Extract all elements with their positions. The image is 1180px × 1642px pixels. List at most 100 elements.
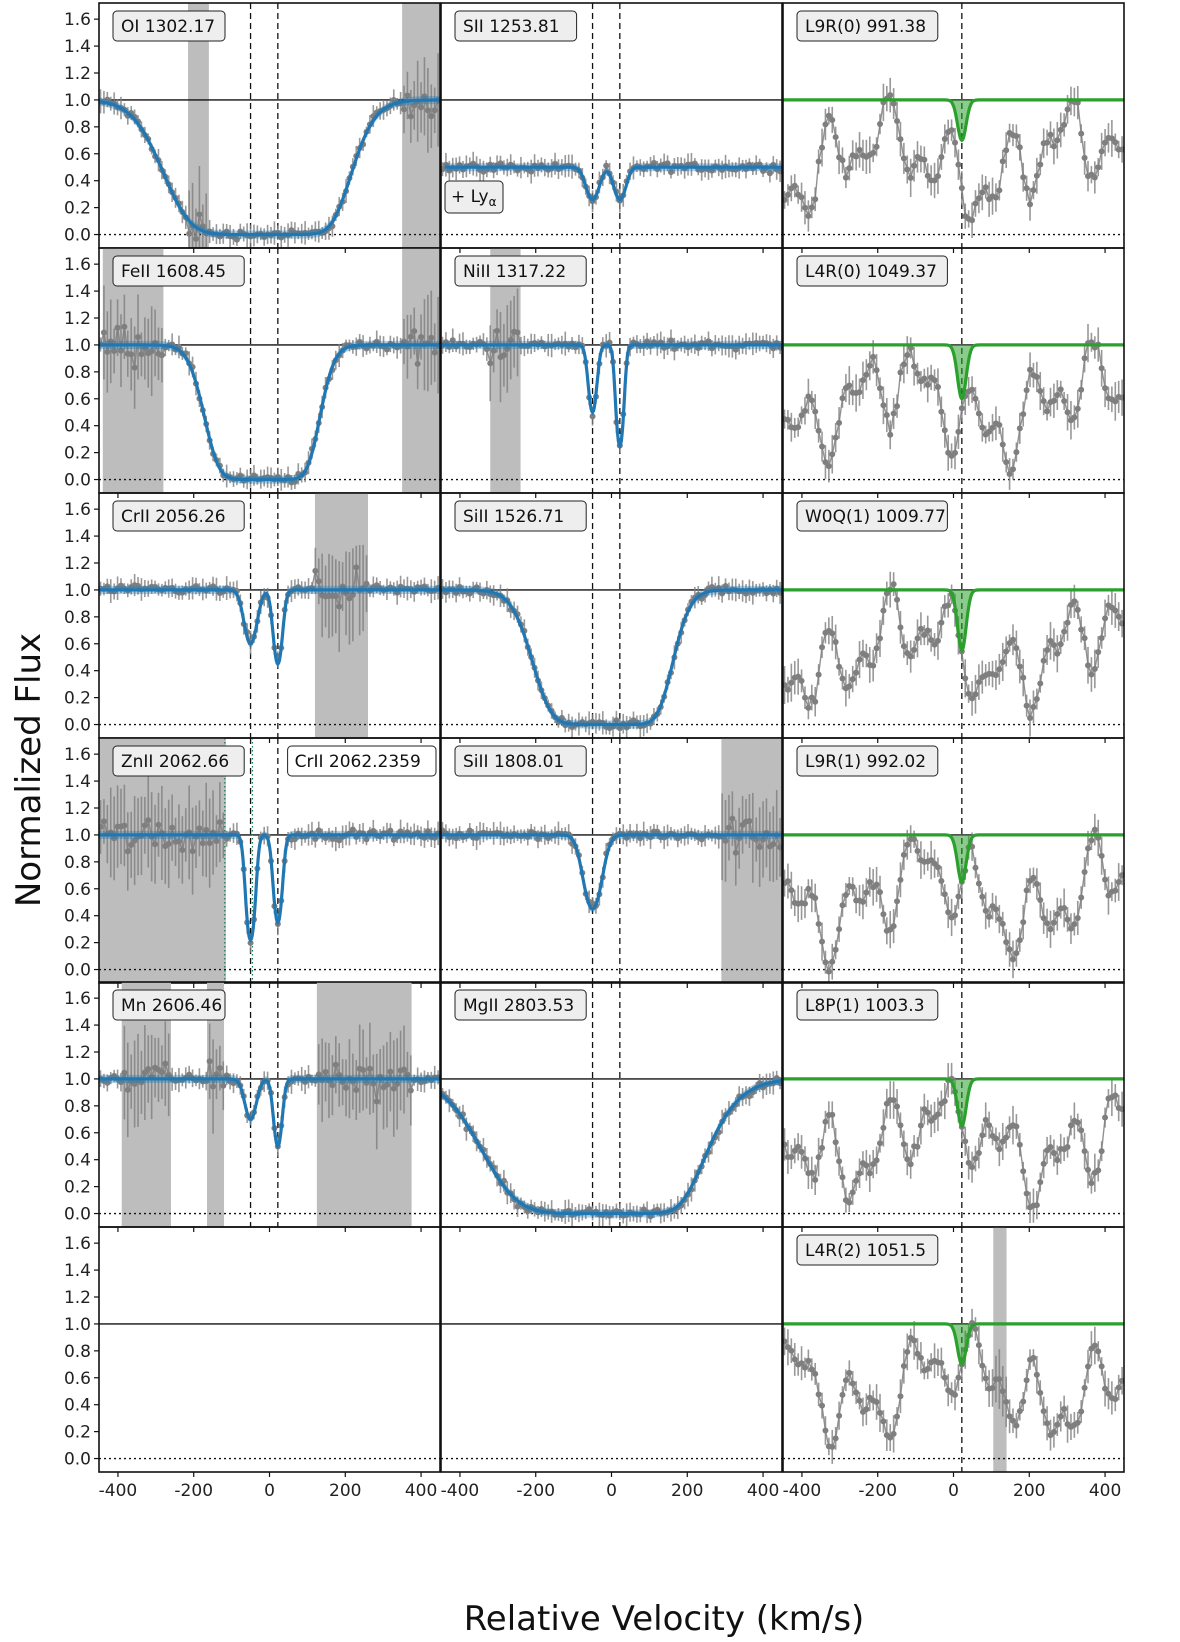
- flux-point: [104, 583, 111, 590]
- flux-point: [965, 690, 972, 697]
- flux-point: [849, 1189, 856, 1196]
- flux-point: [846, 165, 853, 172]
- flux-point: [1098, 1148, 1105, 1155]
- flux-point: [900, 1141, 907, 1148]
- flux-point: [853, 1177, 860, 1184]
- flux-point: [1044, 408, 1051, 415]
- flux-point: [992, 906, 999, 913]
- flux-point: [938, 153, 945, 160]
- flux-point: [1009, 1417, 1016, 1424]
- flux-point: [373, 338, 380, 345]
- flux-point: [1098, 365, 1105, 372]
- flux-point: [975, 1149, 982, 1156]
- flux-data: [783, 813, 1124, 983]
- flux-point: [131, 364, 138, 371]
- flux-point: [746, 1093, 753, 1100]
- flux-point: [819, 1144, 826, 1151]
- flux-point: [1054, 137, 1061, 144]
- x-tick-label: 400: [1089, 1481, 1121, 1501]
- flux-point: [1061, 121, 1068, 128]
- flux-point: [812, 1176, 819, 1183]
- flux-point: [982, 1375, 989, 1382]
- flux-point: [586, 1206, 593, 1213]
- flux-point: [312, 835, 319, 842]
- panel-1-0: 0.0 0.2 0.4 0.6 0.8 1.0 1.2 1.4 1.6 FeII 1608.45: [64, 247, 441, 498]
- flux-point: [938, 1359, 945, 1366]
- flux-point: [1091, 826, 1098, 833]
- flux-point: [979, 189, 986, 196]
- flux-point: [1057, 1413, 1064, 1420]
- flux-point: [1071, 921, 1078, 928]
- flux-point: [315, 1071, 322, 1078]
- flux-point: [1064, 409, 1071, 416]
- flux-point: [863, 889, 870, 896]
- flux-point: [189, 848, 196, 855]
- flux-point: [829, 1111, 836, 1118]
- flux-point: [121, 323, 128, 330]
- svg-text:FeII 1608.45: FeII 1608.45: [121, 262, 226, 282]
- flux-point: [894, 898, 901, 905]
- flux-point: [1064, 619, 1071, 626]
- panel-label: L8P(1) 1003.3: [796, 989, 939, 1021]
- flux-point: [955, 161, 962, 168]
- flux-point: [870, 662, 877, 669]
- flux-point: [1112, 887, 1119, 894]
- flux-point: [856, 1170, 863, 1177]
- x-tick-label: 200: [671, 1481, 703, 1501]
- flux-point: [138, 1079, 145, 1086]
- flux-point: [404, 92, 411, 99]
- flux-point: [770, 841, 777, 848]
- panel-label: SII 1253.81: [454, 10, 578, 42]
- flux-point: [1013, 1422, 1020, 1429]
- flux-point: [104, 348, 111, 355]
- flux-point: [819, 1402, 826, 1409]
- flux-point: [836, 1158, 843, 1165]
- flux-point: [1040, 398, 1047, 405]
- flux-data: [783, 1308, 1124, 1464]
- flux-point: [863, 1162, 870, 1169]
- flux-point: [247, 939, 254, 946]
- masked-region: [121, 982, 171, 1227]
- flux-point: [370, 1080, 377, 1087]
- flux-point: [890, 1430, 897, 1437]
- h2-model-curve: [783, 343, 1124, 402]
- panel-grid: 0.0 0.2 0.4 0.6 0.8 1.0 1.2 1.4 1.6 OI 1302.17 SII…: [64, 2, 1125, 1501]
- flux-point: [815, 1154, 822, 1161]
- x-tick-label: -200: [858, 1481, 897, 1501]
- flux-point: [1071, 414, 1078, 421]
- flux-point: [808, 204, 815, 211]
- flux-point: [1040, 1160, 1047, 1167]
- flux-point: [124, 848, 131, 855]
- flux-point: [1054, 650, 1061, 657]
- flux-point: [832, 1139, 839, 1146]
- svg-text:L9R(0) 991.38: L9R(0) 991.38: [805, 17, 926, 37]
- svg-text:W0Q(1) 1009.77: W0Q(1) 1009.77: [805, 507, 946, 527]
- y-tick-label: 1.0: [64, 1315, 91, 1335]
- flux-point: [233, 236, 240, 243]
- flux-point: [1033, 696, 1040, 703]
- flux-point: [969, 386, 976, 393]
- flux-point: [791, 1356, 798, 1363]
- flux-point: [801, 1364, 808, 1371]
- flux-point: [1054, 392, 1061, 399]
- flux-point: [1057, 641, 1064, 648]
- svg-text:ZnII 2062.66: ZnII 2062.66: [121, 752, 229, 772]
- flux-point: [1098, 148, 1105, 155]
- flux-point: [928, 636, 935, 643]
- flux-point: [1054, 1421, 1061, 1428]
- flux-point: [880, 911, 887, 918]
- y-tick-label: 1.6: [64, 10, 91, 30]
- flux-point: [1006, 471, 1013, 478]
- flux-point: [1119, 146, 1124, 153]
- flux-point: [179, 846, 186, 853]
- flux-point: [938, 408, 945, 415]
- flux-point: [114, 324, 121, 331]
- flux-point: [996, 1146, 1003, 1153]
- flux-point: [770, 590, 777, 597]
- flux-point: [1030, 874, 1037, 881]
- flux-point: [958, 405, 965, 412]
- y-axis-label: Normalized Flux: [9, 633, 49, 907]
- flux-point: [414, 360, 421, 367]
- flux-point: [825, 112, 832, 119]
- y-tick-label: 1.4: [64, 772, 91, 792]
